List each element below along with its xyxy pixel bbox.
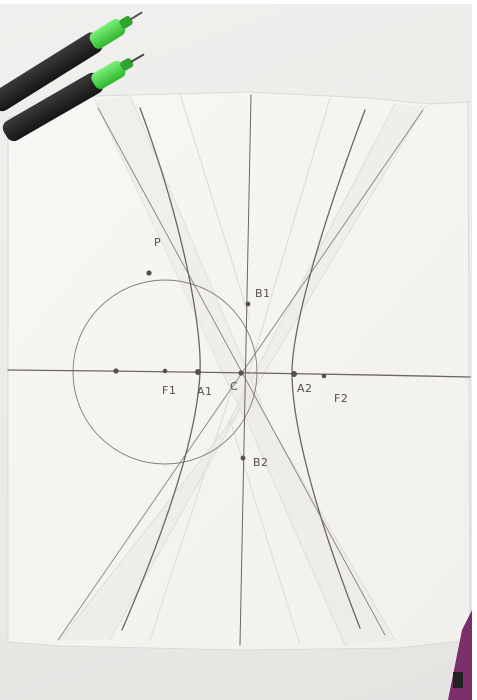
point-f2 <box>321 373 327 379</box>
point-c <box>238 370 244 376</box>
label-c: C <box>230 380 238 393</box>
point-f1 <box>162 368 168 374</box>
point-p <box>146 270 152 276</box>
label-p: P <box>154 236 161 249</box>
purple-object-corner <box>448 610 472 700</box>
label-a1: A1 <box>197 385 213 398</box>
construction-points <box>113 270 327 461</box>
point-left-mark <box>113 368 119 374</box>
frame-top-edge <box>0 0 477 4</box>
construction-circle <box>72 279 258 465</box>
label-f1: F1 <box>162 384 176 397</box>
point-b1 <box>245 301 251 307</box>
label-a2: A2 <box>297 382 313 395</box>
point-a2 <box>291 371 297 377</box>
label-b1: B1 <box>255 287 271 300</box>
y-axis-line <box>239 94 252 646</box>
green-capped-pens-icon <box>0 11 145 142</box>
label-f2: F2 <box>334 392 348 405</box>
point-a1 <box>195 369 201 375</box>
frame-right-edge <box>472 0 477 700</box>
label-b2: B2 <box>253 456 269 469</box>
point-b2 <box>240 455 246 461</box>
